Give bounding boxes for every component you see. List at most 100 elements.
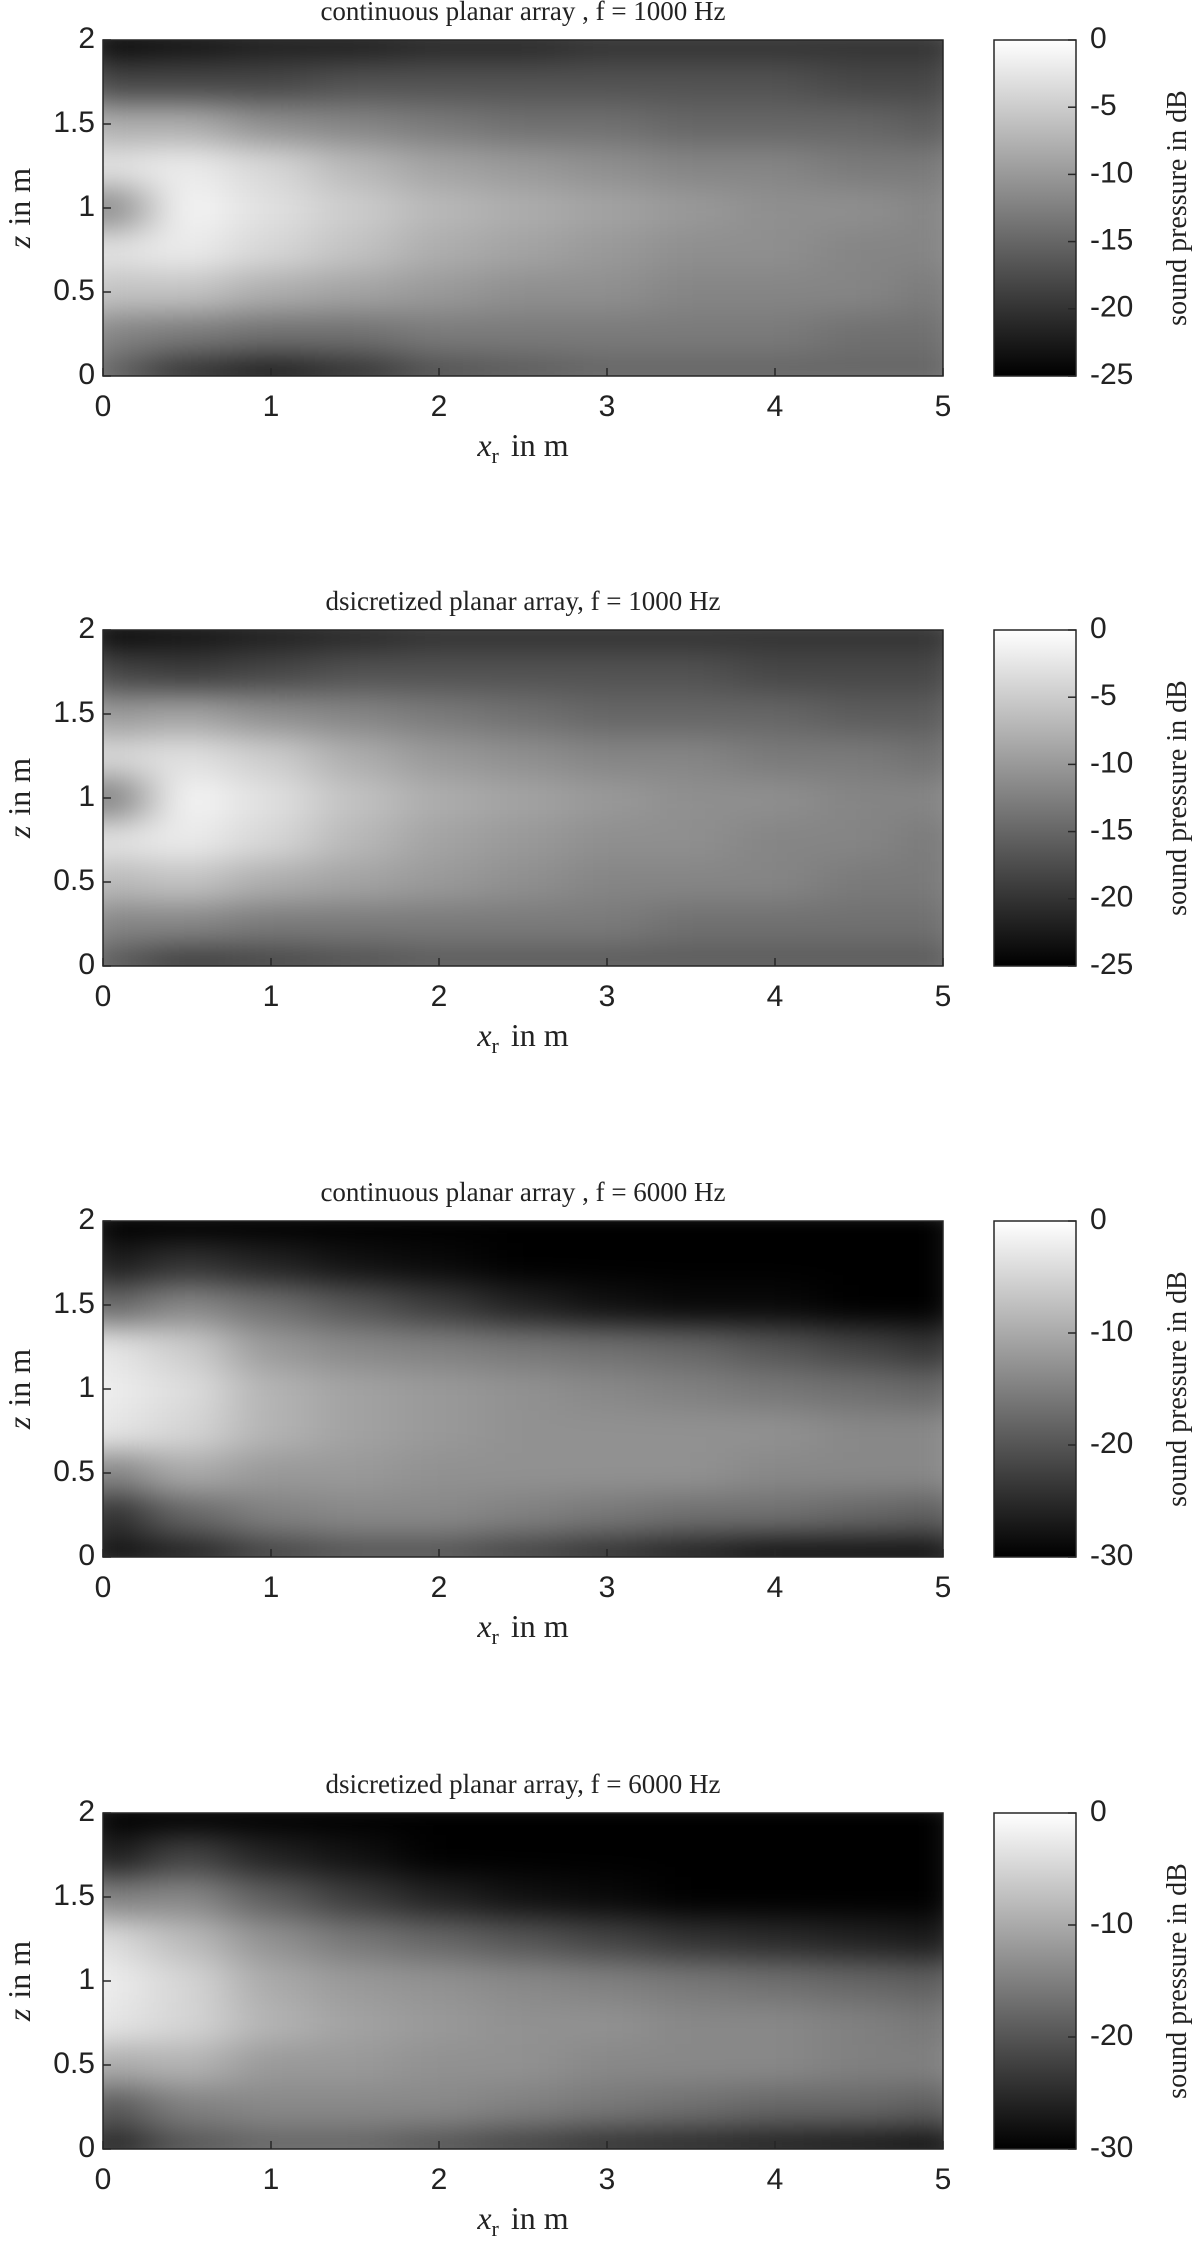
heatmap-cell: [901, 1494, 943, 1537]
x-tick-label: 4: [767, 390, 784, 423]
heatmap-cell: [733, 1410, 818, 1453]
heatmap-cell: [901, 103, 943, 146]
heatmap-cell: [229, 1452, 314, 1495]
heatmap-cell: [817, 1242, 902, 1285]
y-tick-label: 1.5: [53, 1287, 95, 1320]
heatmap-cell: [901, 355, 943, 376]
heatmap-cell: [481, 145, 566, 188]
heatmap-cell: [733, 2002, 818, 2045]
heatmap-cell: [649, 693, 734, 736]
x-tick-label: 1: [263, 390, 280, 423]
heatmap-cell: [733, 1242, 818, 1285]
heatmap-cell: [229, 1284, 314, 1327]
heatmap-cell: [649, 819, 734, 862]
chart-title: continuous planar array , f = 6000 Hz: [320, 1177, 725, 1207]
heatmap-cell: [733, 1326, 818, 1369]
heatmap-cell: [397, 903, 482, 946]
heatmap-cell: [229, 1918, 314, 1961]
heatmap-cell: [145, 313, 230, 356]
heatmap-cell: [733, 1960, 818, 2003]
heatmap-cell: [733, 1452, 818, 1495]
heatmap-cell: [397, 2128, 482, 2149]
heatmap-cell: [565, 1834, 650, 1877]
heatmap-cell: [565, 1221, 650, 1243]
heatmap-cell: [145, 103, 230, 146]
colorbar-tick-label: -30: [1090, 1539, 1133, 1572]
x-tick-label: 1: [263, 2163, 280, 2196]
colorbar-tick-label: -20: [1090, 2019, 1133, 2052]
heatmap-cell: [103, 1494, 146, 1537]
heatmap-cell: [649, 1960, 734, 2003]
heatmap-cell: [481, 945, 566, 966]
heatmap-cell: [145, 819, 230, 862]
heatmap-cell: [145, 1452, 230, 1495]
heatmap-cell: [733, 945, 818, 966]
heatmap-cell: [481, 1834, 566, 1877]
x-axis-label: xr in m: [476, 1608, 568, 1649]
heatmap-cell: [817, 651, 902, 694]
heatmap-cell: [565, 693, 650, 736]
heatmap-cell: [817, 777, 902, 820]
heatmap-cell: [145, 1242, 230, 1285]
heatmap-cell: [229, 945, 314, 966]
heatmap-cell: [103, 1242, 146, 1285]
heatmap-cell: [313, 40, 398, 62]
heatmap-cell: [733, 1918, 818, 1961]
heatmap-cell: [817, 145, 902, 188]
y-tick-label: 2: [78, 22, 95, 55]
heatmap-cell: [649, 2128, 734, 2149]
heatmap-cell: [145, 2044, 230, 2087]
heatmap-cell: [565, 651, 650, 694]
heatmap-cell: [103, 1813, 146, 1835]
heatmap-cell: [817, 1918, 902, 1961]
heatmap-cell: [481, 2128, 566, 2149]
heatmap-cell: [817, 40, 902, 62]
y-axis-variable: z: [1, 2008, 37, 2022]
x-axis-unit: in m: [511, 2200, 569, 2236]
heatmap-cell: [229, 2002, 314, 2045]
heatmap-cell: [145, 903, 230, 946]
y-tick-label: 2: [78, 1795, 95, 1828]
heatmap-cell: [565, 819, 650, 862]
heatmap-cell: [103, 1221, 146, 1243]
x-axis-subscript: r: [492, 1624, 500, 1649]
heatmap-cell: [145, 187, 230, 230]
heatmap-cell: [481, 355, 566, 376]
chart-title: dsicretized planar array, f = 6000 Hz: [325, 1769, 720, 1799]
colorbar-tick-label: -20: [1090, 291, 1133, 324]
heatmap-cell: [397, 61, 482, 104]
heatmap-cell: [649, 945, 734, 966]
heatmap-cell: [397, 1368, 482, 1411]
heatmap-cell: [901, 2002, 943, 2045]
x-tick-label: 0: [95, 390, 112, 423]
heatmap-cell: [229, 187, 314, 230]
y-tick-label: 0.5: [53, 1455, 95, 1488]
heatmap-cell: [901, 1368, 943, 1411]
heatmap-cell: [733, 630, 818, 652]
heatmap-cell: [481, 1284, 566, 1327]
heatmap-cell: [817, 693, 902, 736]
heatmap-cell: [565, 1960, 650, 2003]
y-axis-label: z in m: [1, 168, 37, 249]
heatmap-cell: [313, 1494, 398, 1537]
heatmap-cell: [565, 1326, 650, 1369]
colorbar-tick-label: -5: [1090, 89, 1117, 122]
heatmap-cell: [103, 145, 146, 188]
heatmap-cell: [103, 1918, 146, 1961]
heatmap-cell: [397, 145, 482, 188]
heatmap-cell: [397, 187, 482, 230]
heatmap-cell: [733, 229, 818, 272]
heatmap-cells: [103, 630, 943, 966]
x-axis-subscript: r: [492, 443, 500, 468]
heatmap-cell: [313, 777, 398, 820]
heatmap-cell: [733, 2128, 818, 2149]
heatmap-cell: [145, 1813, 230, 1835]
heatmap-cells: [103, 1221, 943, 1557]
y-tick-label: 1.5: [53, 696, 95, 729]
heatmap-cell: [229, 1368, 314, 1411]
heatmap-cell: [313, 229, 398, 272]
heatmap-cell: [649, 651, 734, 694]
heatmap-cell: [565, 735, 650, 778]
heatmap-cell: [901, 735, 943, 778]
heatmap-cell: [145, 1326, 230, 1369]
